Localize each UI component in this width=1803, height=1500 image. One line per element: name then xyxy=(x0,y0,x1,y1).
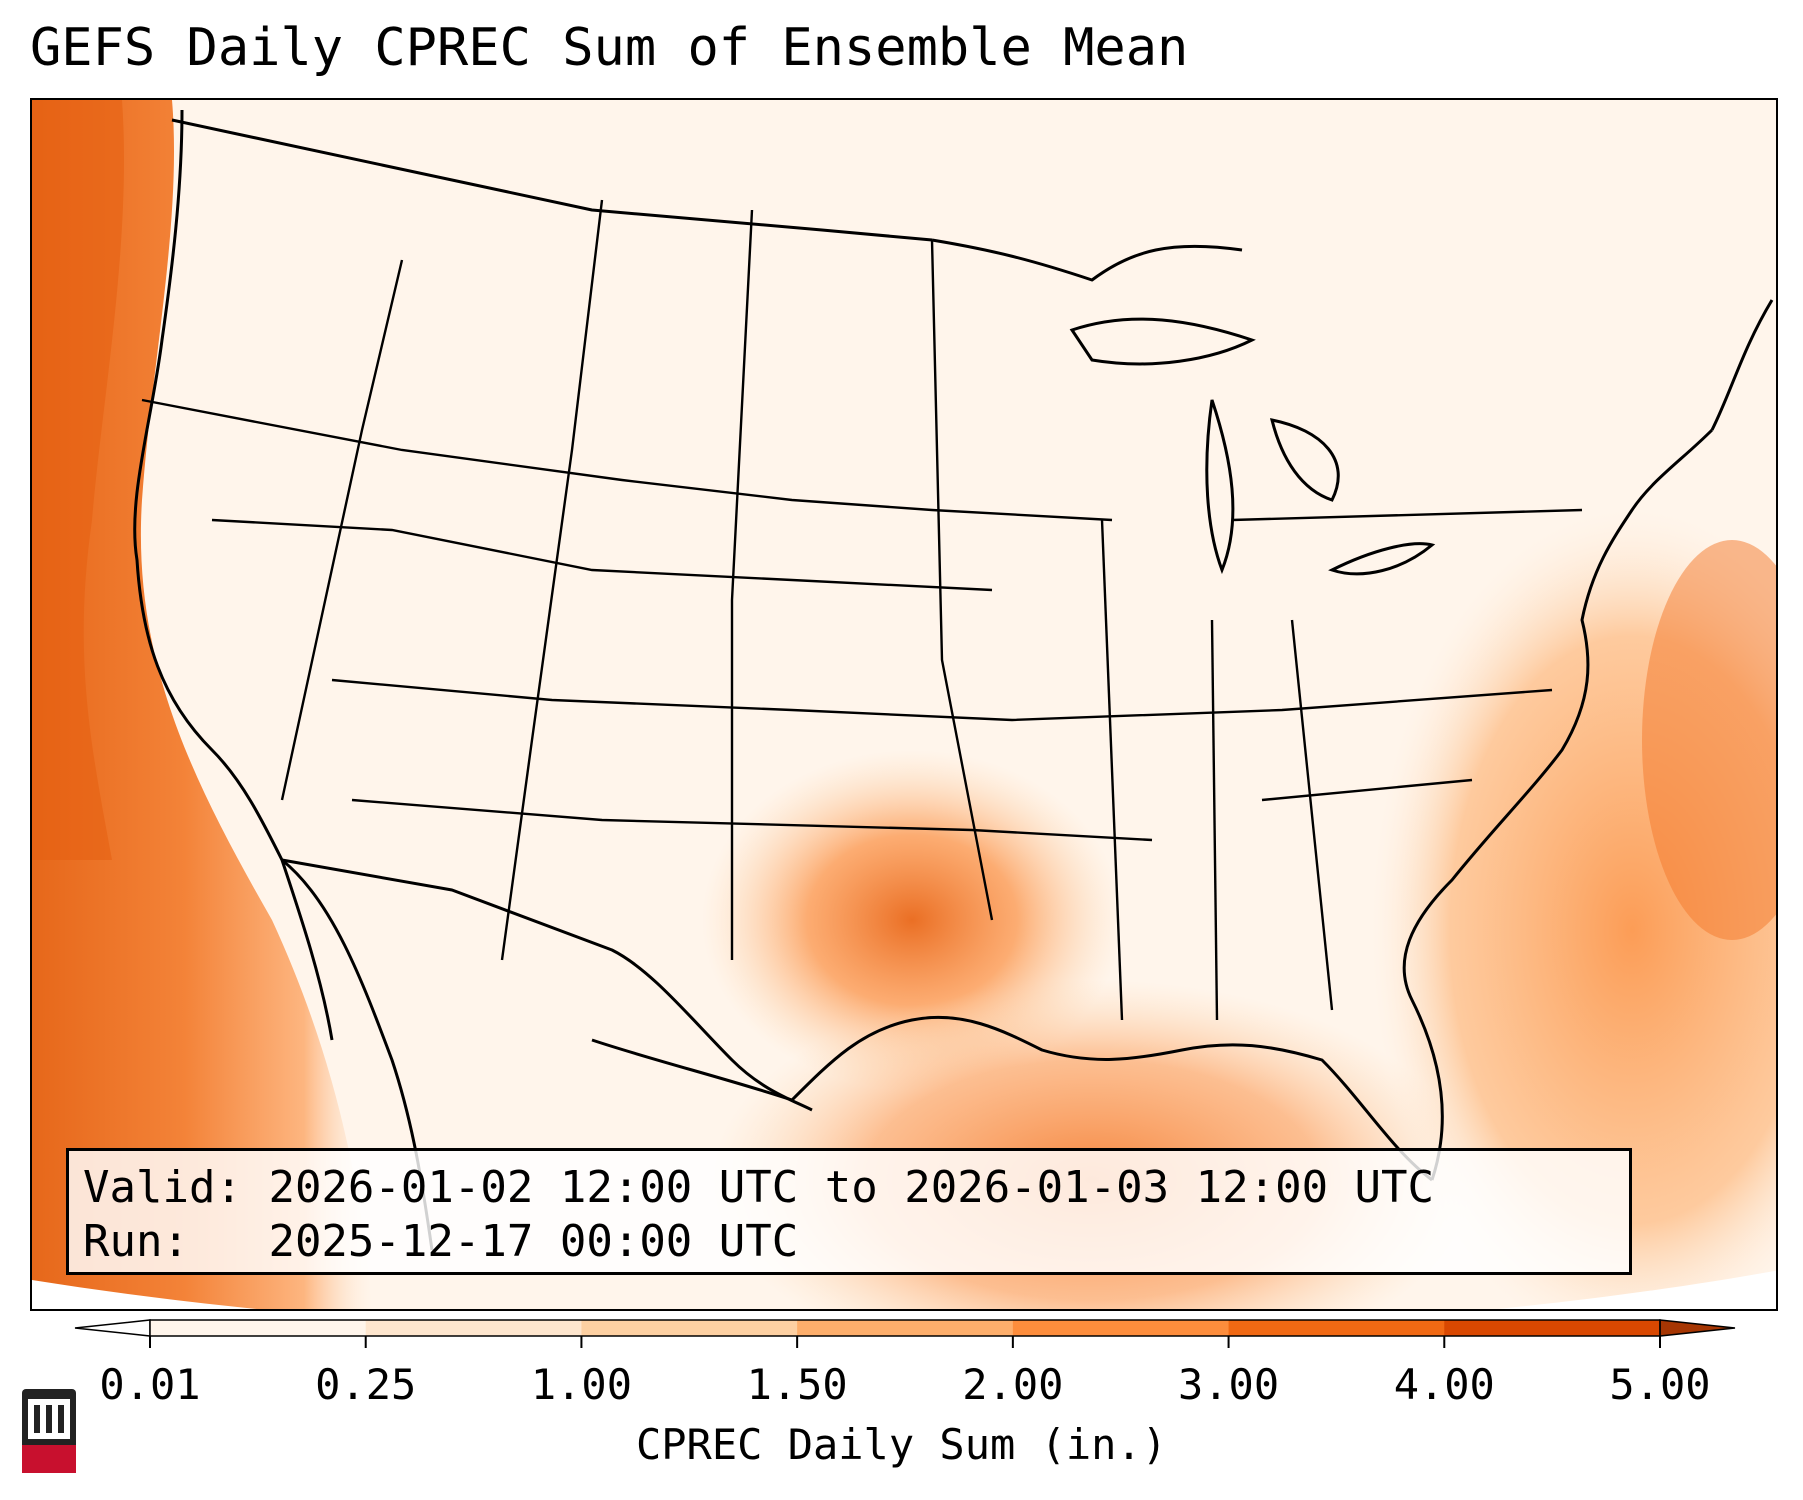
gulf-coastline xyxy=(591,1015,1433,1182)
colorbar-segments xyxy=(74,1319,1736,1337)
atlantic-core xyxy=(1642,540,1776,940)
colorbar-tick-label: 4.00 xyxy=(1393,1360,1495,1409)
pacific-precip-band xyxy=(32,100,372,1309)
niu-logo xyxy=(22,1389,76,1473)
colorbar-tick-label: 2.00 xyxy=(962,1360,1064,1409)
colorbar-tick-label: 5.00 xyxy=(1609,1360,1711,1409)
valid-label: Valid: xyxy=(83,1162,242,1213)
us-canada-border-west xyxy=(171,118,933,242)
new-england-coast xyxy=(1710,299,1774,431)
colorbar-tick-label: 0.01 xyxy=(99,1360,201,1409)
us-mexico-border xyxy=(281,858,813,1112)
colorbar-outline xyxy=(149,1319,1661,1337)
west-coastline xyxy=(133,109,334,1041)
valid-run-info-box: Valid: 2026-01-02 12:00 UTC to 2026-01-0… xyxy=(66,1148,1632,1275)
colorbar-ticks xyxy=(149,1336,1661,1348)
us-canada-border-lakes xyxy=(931,238,1243,282)
state-line-plains xyxy=(930,239,994,921)
great-lakes xyxy=(1069,317,1436,576)
state-line-mississippi xyxy=(1100,519,1124,1021)
colorbar-segment xyxy=(797,1320,1014,1336)
state-line-idaho-nevada xyxy=(280,259,404,801)
east-coastline xyxy=(1402,428,1714,1181)
state-line-south xyxy=(351,798,1153,842)
page-title: GEFS Daily CPREC Sum of Ensemble Mean xyxy=(30,18,1189,78)
state-line-alabama xyxy=(1210,619,1219,1021)
colorbar-tick-label: 0.25 xyxy=(315,1360,417,1409)
lake-huron xyxy=(1269,418,1340,502)
colorbar-label: CPREC Daily Sum (in.) xyxy=(635,1420,1167,1469)
state-line-central xyxy=(331,678,1553,722)
colorbar-segment xyxy=(1444,1320,1661,1336)
colorbar-extend-low xyxy=(74,1319,151,1337)
state-lines xyxy=(141,199,1583,1021)
colorbar-segment xyxy=(581,1320,798,1336)
valid-line: Valid: 2026-01-02 12:00 UTC to 2026-01-0… xyxy=(83,1161,1615,1215)
colorbar-tick-label: 1.50 xyxy=(746,1360,848,1409)
valid-value: 2026-01-02 12:00 UTC to 2026-01-03 12:00… xyxy=(268,1162,1435,1213)
run-label: Run: xyxy=(83,1216,189,1267)
colorbar-segment xyxy=(365,1320,582,1336)
logo-red-band xyxy=(22,1445,76,1473)
state-line-mountain-1 xyxy=(500,199,604,961)
colorbar-extend-high xyxy=(1659,1319,1736,1337)
colorbar-segment xyxy=(150,1320,367,1336)
colorbar-segment xyxy=(1228,1320,1445,1336)
map-canvas xyxy=(32,100,1776,1309)
projection-edge xyxy=(32,1270,1776,1309)
state-line-mountain-2 xyxy=(730,209,754,960)
run-line: Run: 2025-12-17 00:00 UTC xyxy=(83,1215,1615,1269)
lake-michigan xyxy=(1205,399,1235,575)
lake-erie xyxy=(1328,542,1436,576)
state-line-mid-west xyxy=(211,518,993,592)
pacific-core xyxy=(32,100,125,860)
colorbar-tick-label: 3.00 xyxy=(1177,1360,1280,1409)
colorbar-tick-label: 1.00 xyxy=(530,1360,632,1409)
state-line-ohio-pa xyxy=(1231,508,1583,522)
lake-superior xyxy=(1069,317,1256,366)
run-value: 2025-12-17 00:00 UTC xyxy=(268,1216,799,1267)
colorbar-segment xyxy=(1012,1320,1230,1336)
colorbar xyxy=(74,1319,1736,1348)
precipitation-map xyxy=(30,98,1778,1311)
state-line-georgia xyxy=(1290,619,1334,1011)
state-line-carolinas xyxy=(1261,778,1473,802)
